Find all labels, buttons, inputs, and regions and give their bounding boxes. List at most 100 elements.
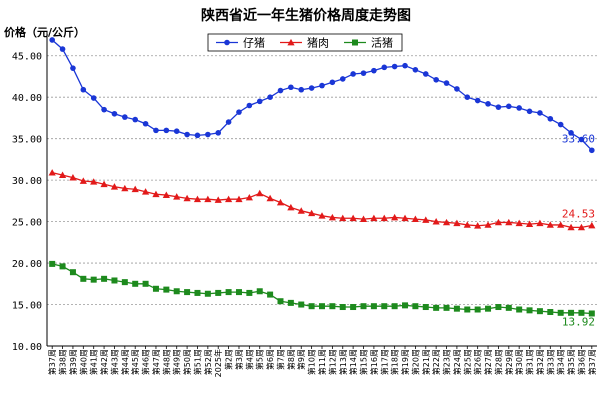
data-point: [433, 76, 439, 83]
data-point: [464, 306, 471, 313]
data-point: [111, 110, 118, 117]
data-point: [329, 79, 336, 86]
x-tick-label: 第45周: [130, 349, 140, 375]
data-point: [412, 67, 419, 73]
x-tick-label: 第39周: [68, 349, 78, 375]
data-point: [142, 280, 149, 287]
data-point: [536, 308, 543, 315]
x-tick-label: 第17周: [379, 349, 389, 375]
data-point: [277, 298, 284, 305]
data-point: [454, 86, 460, 92]
data-point: [267, 94, 273, 100]
data-point: [256, 189, 264, 197]
data-point: [298, 301, 305, 308]
data-point: [350, 304, 357, 311]
data-series: 33.60 24.53 13.92: [48, 37, 596, 328]
x-tick-label: 第2周: [224, 349, 234, 370]
x-tick-label: 第40周: [78, 349, 88, 375]
data-point: [339, 76, 346, 82]
data-point: [474, 222, 482, 229]
data-point: [69, 269, 76, 276]
data-point: [443, 80, 450, 86]
data-point: [453, 219, 461, 227]
x-tick-label: 第44周: [120, 349, 130, 375]
data-point: [505, 103, 512, 110]
y-tick-label: 40.00: [12, 93, 42, 104]
data-point: [214, 196, 222, 203]
x-tick-label: 第43周: [109, 349, 119, 375]
x-tick-label: 第14周: [348, 349, 358, 375]
data-point: [153, 127, 159, 134]
data-point: [557, 121, 564, 128]
data-point: [297, 207, 305, 214]
data-point: [505, 304, 512, 311]
data-point: [494, 218, 503, 226]
data-point: [328, 213, 336, 221]
data-point: [184, 289, 191, 296]
data-point: [319, 82, 325, 89]
data-point: [287, 203, 295, 211]
legend-swatch-marker: [287, 38, 295, 46]
data-point: [588, 310, 595, 317]
x-tick-label: 第52周: [203, 349, 213, 375]
data-point: [516, 306, 523, 313]
data-point: [122, 114, 128, 120]
data-point: [422, 216, 430, 223]
x-tick-label: 第49周: [172, 349, 182, 375]
x-tick-label: 第18周: [390, 349, 400, 375]
data-point: [526, 108, 533, 115]
data-point: [215, 130, 222, 136]
data-point: [516, 105, 522, 111]
data-point: [432, 218, 440, 225]
data-point: [236, 109, 242, 115]
data-point: [578, 309, 585, 316]
data-point: [318, 212, 326, 219]
x-tick-label: 第13周: [338, 349, 348, 375]
data-point: [360, 70, 367, 76]
x-tick-label: 第3周: [234, 349, 244, 370]
x-tick-label: 第25周: [462, 349, 472, 375]
data-point: [525, 220, 534, 227]
series-end-label: 13.92: [562, 315, 595, 328]
data-point: [298, 86, 305, 93]
data-point: [205, 131, 211, 138]
x-tick-label: 第5周: [255, 349, 265, 370]
data-point: [371, 67, 377, 74]
data-point: [69, 174, 77, 181]
data-point: [370, 214, 378, 222]
data-point: [391, 213, 399, 221]
data-point: [49, 37, 55, 43]
data-point: [381, 64, 388, 71]
y-tick-label: 25.00: [12, 218, 42, 229]
series-1: 33.60: [49, 37, 595, 154]
y-tick-label: 10.00: [12, 342, 42, 353]
data-point: [463, 221, 471, 228]
data-point: [59, 263, 66, 270]
axes: [46, 31, 597, 349]
data-point: [173, 128, 180, 135]
data-point: [380, 214, 388, 222]
data-point: [90, 95, 97, 101]
data-point: [443, 304, 450, 311]
data-point: [121, 184, 129, 192]
data-point: [557, 309, 564, 316]
data-point: [568, 130, 574, 136]
data-point: [515, 219, 523, 227]
x-tick-label: 第35周: [566, 349, 576, 375]
data-point: [70, 65, 76, 71]
data-point: [339, 214, 347, 222]
x-tick-label: 第22周: [431, 349, 441, 375]
y-tick-label: 15.00: [12, 301, 42, 312]
data-point: [225, 119, 232, 125]
data-point: [567, 223, 575, 231]
data-point: [464, 94, 471, 100]
data-point: [474, 97, 481, 104]
data-point: [308, 303, 315, 310]
x-tick-label: 第8周: [286, 349, 296, 370]
data-point: [505, 218, 513, 226]
x-tick-label: 第20周: [410, 349, 420, 375]
x-tick-label: 第37周: [587, 349, 597, 375]
data-point: [308, 85, 315, 91]
x-tick-label: 第42周: [99, 349, 109, 375]
data-point: [422, 304, 429, 311]
